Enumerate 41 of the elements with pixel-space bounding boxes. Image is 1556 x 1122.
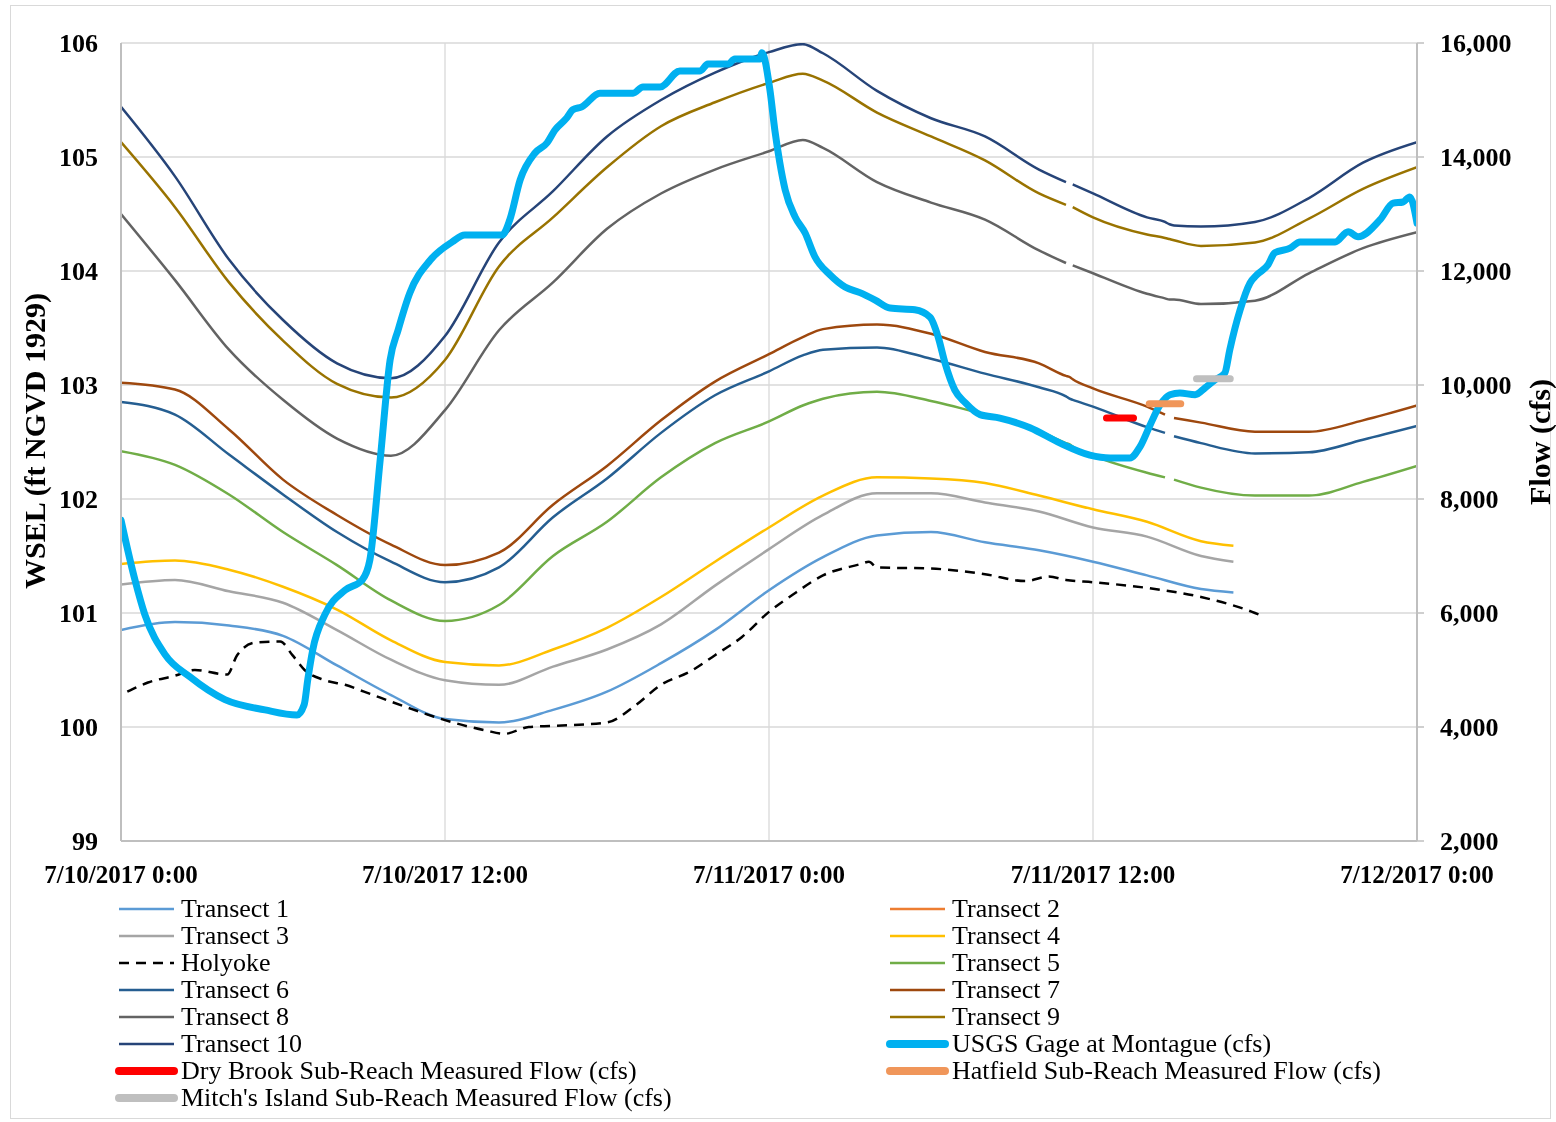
- y-tick-label: 99: [72, 827, 98, 857]
- legend-label: Hatfield Sub-Reach Measured Flow (cfs): [952, 1056, 1381, 1085]
- legend-label: Holyoke: [181, 948, 271, 977]
- y-axis-title: WSEL (ft NGVD 1929): [18, 293, 51, 589]
- y-tick-label: 105: [59, 143, 98, 173]
- y2-tick-label: 16,000: [1440, 29, 1512, 59]
- legend-label: Transect 8: [181, 1002, 290, 1031]
- y2-axis-title: Flow (cfs): [1523, 379, 1556, 505]
- legend-label: Transect 5: [952, 948, 1061, 977]
- x-tick-label: 7/10/2017 0:00: [44, 860, 198, 888]
- legend-label: Transect 10: [181, 1029, 303, 1058]
- y-tick-label: 100: [59, 713, 98, 743]
- x-tick-label: 7/10/2017 12:00: [362, 860, 528, 888]
- y-tick-label: 102: [59, 485, 98, 515]
- y-tick-label: 101: [59, 599, 98, 629]
- y2-tick-label: 2,000: [1440, 827, 1499, 857]
- x-tick-label: 7/11/2017 12:00: [1010, 860, 1176, 888]
- line-series: [121, 492, 1235, 687]
- legend-label: Transect 7: [952, 975, 1061, 1004]
- line-series: [121, 476, 1235, 667]
- y-tick-label: 106: [59, 29, 98, 59]
- legend-label: Transect 4: [952, 921, 1061, 950]
- y-tick-label: 104: [59, 257, 98, 287]
- legend-label: Mitch's Island Sub-Reach Measured Flow (cfs): [181, 1083, 672, 1112]
- legend-label: USGS Gage at Montague (cfs): [952, 1029, 1272, 1058]
- legend-label: Transect 2: [952, 894, 1061, 923]
- legend-label: Transect 1: [181, 894, 290, 923]
- y2-tick-label: 12,000: [1440, 257, 1512, 287]
- y2-tick-label: 4,000: [1440, 713, 1499, 743]
- legend-label: Transect 6: [181, 975, 290, 1004]
- line-series: [121, 530, 1235, 724]
- y2-tick-label: 14,000: [1440, 143, 1512, 173]
- y2-tick-label: 10,000: [1440, 371, 1512, 401]
- y2-tick-label: 6,000: [1440, 599, 1499, 629]
- y-tick-label: 103: [59, 371, 98, 401]
- legend-label: Dry Brook Sub-Reach Measured Flow (cfs): [181, 1056, 637, 1085]
- y2-tick-label: 8,000: [1440, 485, 1499, 515]
- legend-label: Transect 9: [952, 1002, 1061, 1031]
- legend-label: Transect 3: [181, 921, 290, 950]
- x-tick-label: 7/12/2017 0:00: [1340, 860, 1494, 888]
- x-tick-label: 7/11/2017 0:00: [692, 860, 846, 888]
